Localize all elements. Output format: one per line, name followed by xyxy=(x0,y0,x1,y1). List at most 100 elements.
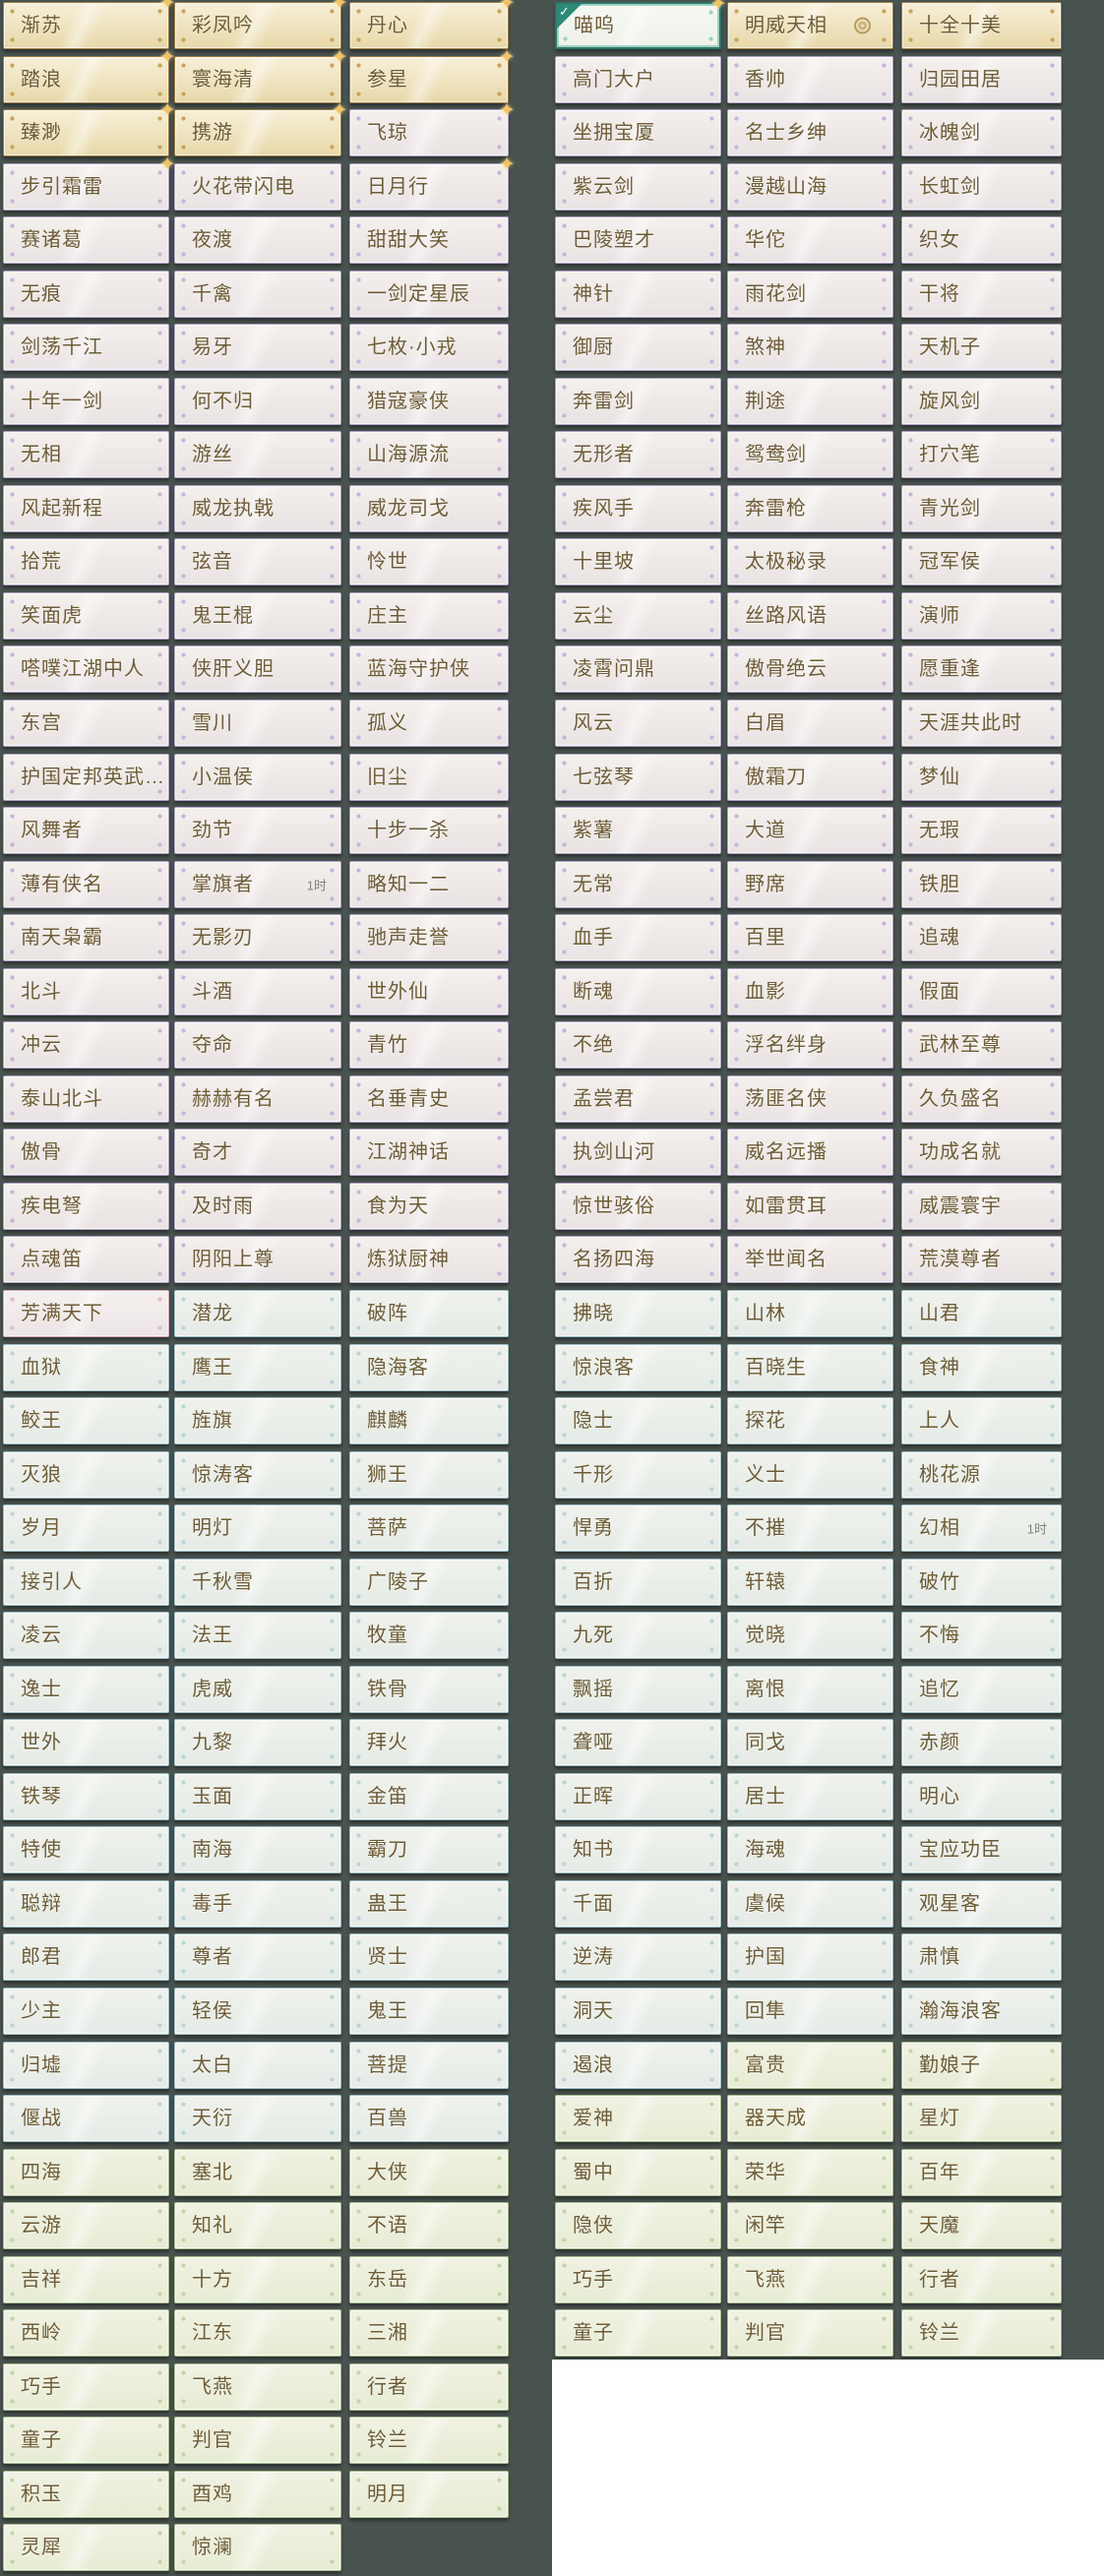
title-cell[interactable]: 桃花源 xyxy=(901,1450,1062,1499)
title-cell[interactable]: 夜渡 xyxy=(174,216,341,265)
title-cell[interactable]: 惊涛客 xyxy=(174,1450,341,1499)
title-cell[interactable]: 赛诸葛 xyxy=(3,216,169,265)
title-cell[interactable]: 甜甜大笑 xyxy=(349,216,509,265)
title-cell[interactable]: 疾风手 xyxy=(555,484,721,532)
title-cell[interactable]: 轻侯 xyxy=(174,1987,341,2035)
title-cell[interactable]: 七弦琴 xyxy=(555,753,721,801)
title-cell[interactable]: 血影 xyxy=(727,967,893,1015)
title-cell[interactable]: 云尘 xyxy=(555,591,721,640)
title-cell[interactable]: 鹰王 xyxy=(174,1343,341,1391)
title-cell[interactable]: 白眉 xyxy=(727,700,893,748)
title-cell[interactable]: 不悔 xyxy=(901,1612,1062,1660)
title-cell[interactable]: 云游 xyxy=(3,2202,169,2250)
title-cell[interactable]: 薄有侠名 xyxy=(3,860,169,908)
title-cell[interactable]: 追魂 xyxy=(901,914,1062,962)
title-cell[interactable]: 举世闻名 xyxy=(727,1236,893,1284)
title-cell[interactable]: 义士 xyxy=(727,1450,893,1499)
title-cell[interactable]: 坐拥宝厦 xyxy=(555,109,721,157)
title-cell[interactable]: 觉晓 xyxy=(727,1612,893,1660)
title-cell[interactable]: 侠肝义胆 xyxy=(174,645,341,694)
title-cell[interactable]: 牧童 xyxy=(349,1612,509,1660)
title-cell[interactable]: 华佗 xyxy=(727,216,893,265)
title-cell[interactable]: 猎寇豪侠 xyxy=(349,377,509,425)
title-cell[interactable]: 飞燕 xyxy=(727,2255,893,2303)
title-cell[interactable]: 凌云 xyxy=(3,1612,169,1660)
title-cell[interactable]: 贤士 xyxy=(349,1933,509,1982)
title-cell[interactable]: 孤义 xyxy=(349,700,509,748)
title-cell[interactable]: 菩萨 xyxy=(349,1504,509,1553)
title-cell[interactable]: 及时雨 xyxy=(174,1182,341,1230)
title-cell[interactable]: 洞天 xyxy=(555,1987,721,2035)
title-cell[interactable]: 参星 ✦ xyxy=(349,48,515,103)
title-cell[interactable]: 隐侠 xyxy=(555,2202,721,2250)
title-cell[interactable]: 鬼王 xyxy=(349,1987,509,2035)
title-cell[interactable]: 明灯 xyxy=(174,1504,341,1553)
title-cell[interactable]: 奔雷枪 xyxy=(727,484,893,532)
title-cell[interactable]: 虎威 xyxy=(174,1665,341,1713)
title-cell[interactable]: 巴陵塑才 xyxy=(555,216,721,265)
title-cell[interactable]: 怜世 xyxy=(349,538,509,586)
title-cell[interactable]: 遏浪 xyxy=(555,2041,721,2089)
title-cell[interactable]: 三湘 xyxy=(349,2309,509,2358)
title-cell[interactable]: 大侠 xyxy=(349,2148,509,2196)
title-cell[interactable]: 丝路风语 xyxy=(727,591,893,640)
title-cell[interactable]: 荡匪名侠 xyxy=(727,1074,893,1123)
title-cell[interactable]: 拂晓 xyxy=(555,1289,721,1337)
title-cell[interactable]: 弦音 xyxy=(174,538,341,586)
title-cell[interactable]: 斗酒 xyxy=(174,967,341,1015)
title-cell[interactable]: 食神 xyxy=(901,1343,1062,1391)
title-cell[interactable]: 威名远播 xyxy=(727,1129,893,1177)
title-cell[interactable]: 世外 xyxy=(3,1719,169,1767)
title-cell[interactable]: 赫赫有名 xyxy=(174,1074,341,1123)
title-cell[interactable]: 潜龙 xyxy=(174,1289,341,1337)
title-cell[interactable]: 雪川 xyxy=(174,700,341,748)
title-cell[interactable]: 名扬四海 xyxy=(555,1236,721,1284)
title-cell[interactable]: 假面 xyxy=(901,967,1062,1015)
title-cell[interactable]: 久负盛名 xyxy=(901,1074,1062,1123)
title-cell[interactable]: 七枚·小戎 xyxy=(349,324,509,372)
title-cell[interactable]: 香帅 xyxy=(727,55,893,103)
title-cell[interactable]: 岁月 xyxy=(3,1504,169,1553)
title-cell[interactable]: 千面 xyxy=(555,1879,721,1928)
title-cell[interactable]: 疾电弩 xyxy=(3,1182,169,1230)
title-cell[interactable]: 十方 xyxy=(174,2255,341,2303)
title-cell[interactable]: 青竹 xyxy=(349,1021,509,1070)
title-cell[interactable]: 赤颜 xyxy=(901,1719,1062,1767)
title-cell[interactable]: 铁琴 xyxy=(3,1772,169,1820)
title-cell[interactable]: 九黎 xyxy=(174,1719,341,1767)
title-cell[interactable]: 旧尘 xyxy=(349,753,509,801)
title-cell[interactable]: 无形者 xyxy=(555,431,721,479)
title-cell[interactable]: 野席 xyxy=(727,860,893,908)
title-cell[interactable]: 知礼 xyxy=(174,2202,341,2250)
title-cell[interactable]: 一剑定星辰 xyxy=(349,270,509,318)
title-cell[interactable]: 蜀中 xyxy=(555,2148,721,2196)
title-cell[interactable]: 风起新程 xyxy=(3,484,169,532)
title-cell[interactable]: 笑面虎 xyxy=(3,591,169,640)
title-cell[interactable]: 勤娘子 xyxy=(901,2041,1062,2089)
title-cell[interactable]: 天魔 xyxy=(901,2202,1062,2250)
title-cell[interactable]: 巧手 xyxy=(3,2362,169,2411)
title-cell[interactable]: 逆涛 xyxy=(555,1933,721,1982)
title-cell[interactable]: 九死 xyxy=(555,1612,721,1660)
title-cell[interactable]: 寰海清 ✦ xyxy=(174,48,347,103)
title-cell[interactable]: 护国定邦英武… xyxy=(3,753,169,801)
title-cell[interactable]: 十步一杀 xyxy=(349,807,509,855)
title-cell[interactable]: 漫越山海 xyxy=(727,162,893,211)
title-cell[interactable]: 喵呜 ✓ ✦ xyxy=(555,0,726,49)
title-cell[interactable]: 聋哑 xyxy=(555,1719,721,1767)
title-cell[interactable]: 十全十美 xyxy=(901,2,1062,49)
title-cell[interactable]: 逸士 xyxy=(3,1665,169,1713)
title-cell[interactable]: 无相 xyxy=(3,431,169,479)
title-cell[interactable]: 威龙司戈 xyxy=(349,484,509,532)
title-cell[interactable]: 飘摇 xyxy=(555,1665,721,1713)
title-cell[interactable]: 百兽 xyxy=(349,2095,509,2143)
title-cell[interactable]: 携游 ✦ xyxy=(174,101,347,157)
title-cell[interactable]: 接引人 xyxy=(3,1558,169,1606)
title-cell[interactable]: 童子 xyxy=(3,2417,169,2465)
title-cell[interactable]: 武林至尊 xyxy=(901,1021,1062,1070)
title-cell[interactable]: 郎君 xyxy=(3,1933,169,1982)
title-cell[interactable]: 明月 xyxy=(349,2470,509,2518)
title-cell[interactable]: 傲霜刀 xyxy=(727,753,893,801)
title-cell[interactable]: 南天枭霸 xyxy=(3,914,169,962)
title-cell[interactable]: 血狱 xyxy=(3,1343,169,1391)
